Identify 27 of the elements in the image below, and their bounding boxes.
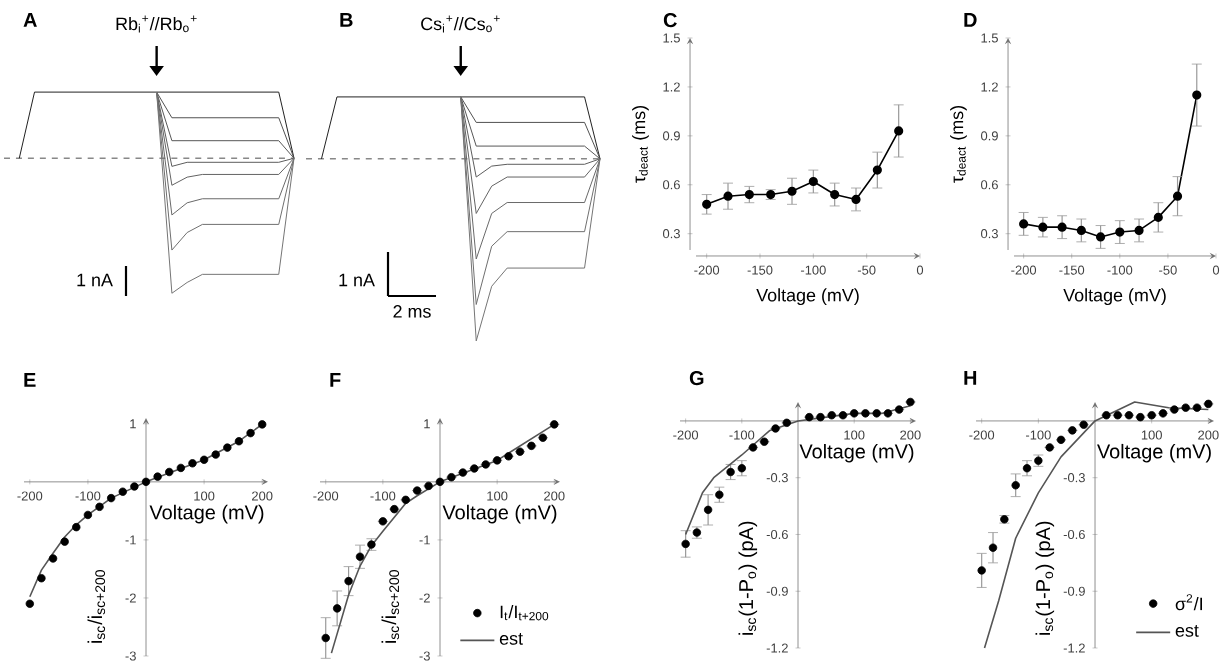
x-axis-title: Voltage (mV) <box>1097 443 1211 463</box>
legend-label: est <box>1175 625 1199 637</box>
chart-title: B <box>340 13 353 27</box>
x-axis-title: Voltage (mV) <box>149 504 264 524</box>
y-axis-title: i$_{sc}$(1-P$_{o}$) (pA) <box>738 521 758 635</box>
y-axis-title: τ$_{deact}$ (ms) <box>950 106 967 183</box>
chart-title: C <box>663 13 677 28</box>
legend-label: est <box>499 633 523 645</box>
chart-title: H <box>964 371 977 385</box>
x-axis-title: Voltage (mV) <box>1063 288 1166 306</box>
legend-label: I$_{t}$/I$_{t+200}$ <box>500 605 549 621</box>
y-axis-title: i$_{sc}$(1-P$_{o}$) (pA) <box>1035 521 1055 635</box>
x-axis-title: Voltage (mV) <box>442 504 557 524</box>
chart-title: F <box>330 373 341 387</box>
annotation: 1 nA <box>77 273 113 287</box>
chart-title: A <box>23 13 37 27</box>
chart-title: E <box>24 373 36 387</box>
x-axis-title: Voltage (mV) <box>756 288 859 306</box>
annotation: 1 nA <box>339 273 375 287</box>
legend-label: σ$^{2}$/I <box>1175 594 1203 611</box>
y-axis-title: i$_{sc}$/i$_{sc+200}$ <box>381 570 400 643</box>
x-axis-title: Voltage (mV) <box>799 443 914 463</box>
chart-title: D <box>964 13 977 27</box>
chart-title: G <box>689 371 704 386</box>
y-axis-title: i$_{sc}$/i$_{sc+200}$ <box>87 570 106 643</box>
annotation: 2 ms <box>393 305 431 318</box>
y-axis-title: τ$_{deact}$ (ms) <box>632 106 649 183</box>
